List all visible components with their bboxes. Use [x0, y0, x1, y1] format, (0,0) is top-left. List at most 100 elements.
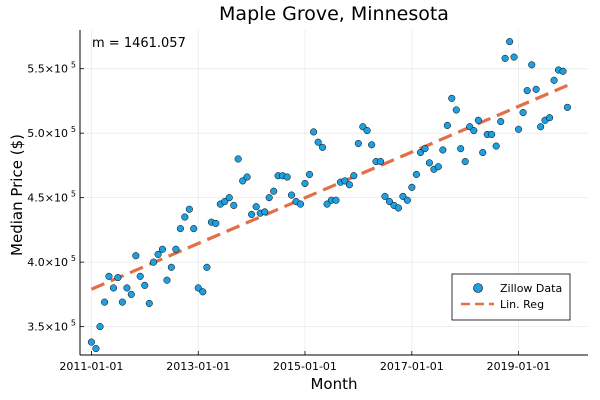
legend-label-zillow: Zillow Data	[500, 282, 562, 295]
data-point	[537, 123, 545, 131]
data-point	[443, 121, 451, 129]
data-point	[461, 158, 469, 166]
chart-title: Maple Grove, Minnesota	[219, 3, 449, 25]
data-point	[154, 250, 162, 258]
data-point	[492, 142, 500, 150]
data-point	[510, 53, 518, 61]
x-tick-label: 2011-01-01	[59, 360, 123, 373]
data-point	[234, 155, 242, 163]
data-point	[318, 143, 327, 151]
data-point	[363, 127, 371, 135]
data-point	[519, 108, 527, 117]
data-point	[265, 194, 273, 202]
data-point	[310, 128, 318, 136]
data-point	[230, 201, 238, 209]
data-point	[225, 194, 233, 202]
x-tick-label: 2019-01-01	[487, 360, 551, 373]
x-tick-label: 2013-01-01	[166, 360, 230, 373]
data-point	[181, 213, 189, 221]
data-point	[87, 338, 95, 346]
data-point	[377, 158, 385, 166]
data-point	[261, 208, 269, 216]
data-point	[109, 284, 118, 292]
data-point	[296, 200, 305, 208]
grid	[80, 30, 588, 355]
data-point	[212, 219, 220, 227]
data-point	[149, 258, 158, 266]
legend: Zillow Data Lin. Reg	[451, 273, 571, 321]
data-point	[305, 170, 314, 178]
y-tick-exponent: 5	[71, 319, 76, 328]
data-point	[394, 204, 402, 212]
data-point	[114, 274, 122, 282]
data-point	[403, 196, 411, 204]
data-point	[248, 210, 256, 218]
data-point	[190, 225, 198, 233]
data-point	[546, 114, 554, 122]
data-point	[350, 172, 358, 180]
data-point	[283, 173, 291, 181]
data-point	[408, 183, 416, 191]
data-point	[457, 145, 465, 153]
data-point	[145, 299, 153, 307]
data-point	[448, 94, 456, 102]
regression-line-path	[90, 83, 569, 291]
data-point	[221, 197, 229, 206]
data-point	[127, 290, 135, 298]
data-point	[501, 54, 509, 62]
x-axis-label: Month	[310, 375, 357, 393]
axes	[79, 30, 588, 356]
data-point	[203, 263, 211, 271]
y-tick-exponent: 5	[71, 61, 76, 70]
data-point	[434, 163, 442, 171]
data-point	[301, 179, 309, 188]
data-point	[470, 127, 478, 135]
data-point	[287, 191, 296, 199]
data-point	[194, 284, 202, 292]
x-tick-label: 2017-01-01	[380, 360, 444, 373]
data-point	[141, 281, 149, 289]
y-tick-exponent: 5	[71, 190, 76, 199]
data-point	[332, 196, 340, 204]
slope-annotation: m = 1461.057	[92, 36, 186, 51]
legend-marker-zillow	[473, 283, 483, 293]
data-point	[270, 187, 278, 195]
data-point	[532, 85, 540, 93]
data-point	[563, 103, 571, 111]
y-tick-label: 3.5×10	[27, 321, 68, 334]
tick-labels: 2011-01-01 2013-01-01 2015-01-01 2017-01-01…	[27, 61, 550, 373]
data-point	[416, 148, 425, 157]
y-tick-exponent: 5	[71, 254, 76, 263]
data-point	[506, 38, 514, 46]
data-point	[515, 125, 523, 133]
data-point	[345, 181, 353, 189]
data-point	[101, 298, 109, 306]
data-point	[158, 245, 166, 253]
data-point	[243, 173, 251, 181]
data-point	[381, 192, 389, 200]
data-point	[368, 141, 376, 149]
data-point	[341, 177, 349, 185]
data-point	[497, 118, 505, 126]
data-point	[385, 197, 394, 206]
data-point	[185, 205, 193, 213]
data-point	[163, 276, 171, 284]
y-tick-exponent: 5	[71, 125, 76, 134]
data-point	[199, 288, 207, 296]
data-point	[123, 284, 131, 292]
data-point	[412, 170, 420, 178]
data-point	[523, 87, 531, 95]
y-axis-label: Median Price ($)	[8, 134, 26, 256]
data-point	[479, 148, 487, 157]
data-point	[559, 67, 567, 75]
data-point	[314, 138, 322, 146]
data-point	[488, 130, 496, 139]
data-point	[439, 146, 447, 154]
legend-label-regression: Lin. Reg	[500, 298, 544, 311]
data-point	[132, 252, 140, 260]
data-point	[92, 345, 100, 353]
data-point	[176, 225, 184, 233]
data-point	[425, 159, 433, 167]
